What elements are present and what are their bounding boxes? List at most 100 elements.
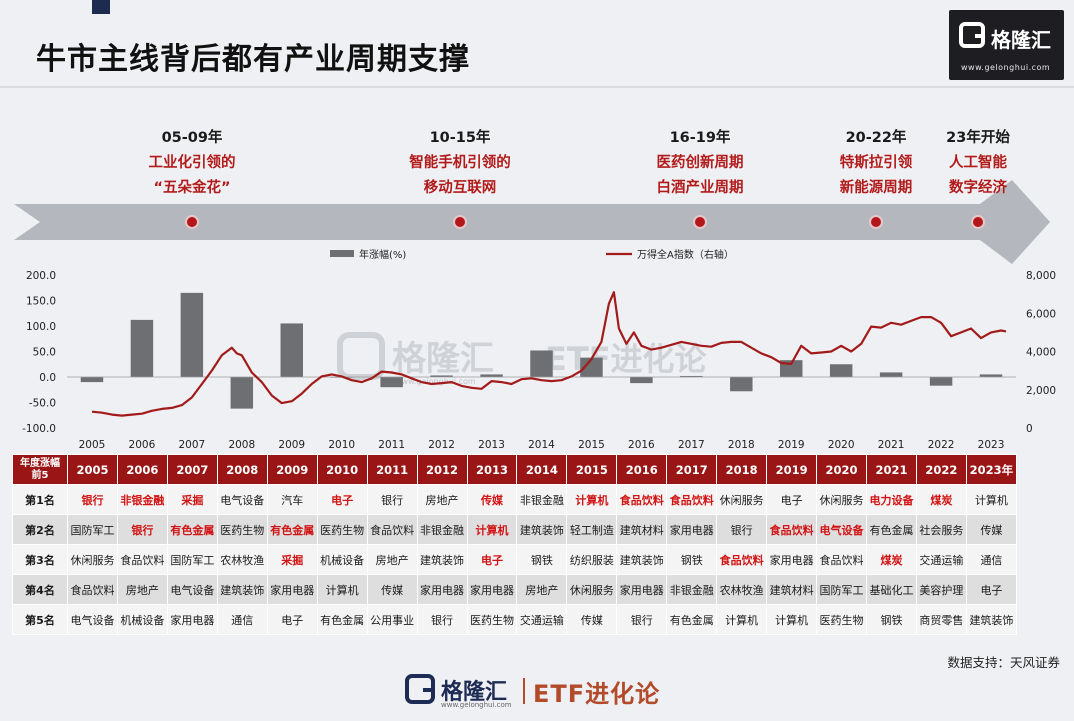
era-line: 工业化引领的: [148, 155, 236, 171]
chart-bar: [530, 350, 553, 377]
industry-cell: 交通运输: [915, 544, 967, 575]
year-header-cell: 2018: [716, 454, 768, 485]
industry-cell: 纺织服装: [566, 544, 618, 575]
x-axis-tick: 2020: [828, 439, 855, 451]
industry-cell-highlight: 电子: [466, 544, 518, 575]
industry-cell: 银行: [716, 514, 768, 545]
industry-cell: 建筑装饰: [416, 544, 468, 575]
industry-cell: 医药生物: [216, 514, 268, 545]
right-axis-tick: 0: [1026, 423, 1033, 435]
industry-cell: 医药生物: [466, 604, 518, 635]
industry-cell: 房地产: [516, 574, 568, 605]
rank-label-cell: 第4名: [12, 574, 68, 605]
corner-line: 年度涨幅: [20, 457, 60, 469]
logo-name: 格隆汇: [991, 28, 1051, 52]
industry-cell: 食品饮料: [67, 574, 118, 605]
watermark-g-icon: [337, 332, 385, 380]
industry-cell: 传媒: [366, 574, 418, 605]
year-header-cell: 2020: [816, 454, 867, 485]
year-header-cell: 2016: [616, 454, 668, 485]
year-header-cell: 2021: [866, 454, 917, 485]
chart-bar: [130, 319, 154, 377]
industry-cell: 有色金属: [666, 604, 718, 635]
era-line: 新能源周期: [839, 180, 913, 196]
right-axis-tick: 8,000: [1026, 270, 1056, 282]
industry-cell: 机械设备: [316, 544, 368, 575]
left-axis-tick: 200.0: [26, 270, 56, 282]
industry-cell: 房地产: [416, 484, 468, 515]
footer-g-icon: [405, 674, 435, 704]
era-2005-2009: 05-09年 工业化引领的 “五朵金花”: [112, 126, 272, 201]
industry-cell: 公用事业: [366, 604, 418, 635]
era-line: 白酒产业周期: [656, 180, 744, 196]
left-axis-tick: 0.0: [39, 372, 56, 384]
industry-cell: 建筑装饰: [616, 544, 668, 575]
left-axis-tick: -50.0: [29, 398, 56, 410]
legend-bar-label: 年涨幅(%): [359, 248, 406, 261]
industry-cell-highlight: 采掘: [166, 484, 218, 515]
timeline-marker: [453, 215, 467, 229]
era-year: 16-19年: [669, 130, 731, 146]
industry-cell: 钢铁: [516, 544, 568, 575]
industry-cell-highlight: 传媒: [466, 484, 518, 515]
industry-cell: 医药生物: [816, 604, 867, 635]
industry-cell: 交通运输: [516, 604, 568, 635]
year-header-cell: 2014: [516, 454, 568, 485]
industry-cell-highlight: 采掘: [266, 544, 318, 575]
era-2023: 23年开始 人工智能 数字经济: [898, 126, 1058, 201]
year-header-cell: 2005: [67, 454, 118, 485]
industry-cell: 银行: [416, 604, 468, 635]
brand-logo: 格隆汇 www.gelonghui.com: [949, 10, 1064, 80]
industry-cell: 家用电器: [166, 604, 218, 635]
industry-cell: 医药生物: [316, 514, 368, 545]
industry-cell: 非银金融: [516, 484, 568, 515]
rank-label-cell: 第3名: [12, 544, 68, 575]
industry-cell: 银行: [366, 484, 418, 515]
footer-logo-name: 格隆汇: [441, 680, 508, 705]
x-axis-tick: 2018: [728, 439, 755, 451]
x-axis-tick: 2022: [928, 439, 955, 451]
industry-cell: 计算机: [716, 604, 768, 635]
industry-cell: 电气设备: [216, 484, 268, 515]
timeline-marker: [869, 215, 883, 229]
x-axis-tick: 2013: [478, 439, 505, 451]
table-row: 第1名 银行 非银金融 采掘 电气设备 汽车 电子 银行 房地产 传媒 非银金融 计算机 食品饮料 食品饮…: [12, 484, 1018, 515]
industry-cell-highlight: 计算机: [566, 484, 618, 515]
industry-cell: 农林牧渔: [216, 544, 268, 575]
industry-cell: 建筑装饰: [516, 514, 568, 545]
era-line: 移动互联网: [423, 180, 497, 196]
year-header-cell: 2019: [766, 454, 818, 485]
industry-cell: 商贸零售: [915, 604, 967, 635]
table-row: 第2名 国防军工 银行 有色金属 医药生物 有色金属 医药生物 食品饮料 非银金融 计算机 建筑装饰…: [12, 514, 1018, 545]
era-line: 智能手机引领的: [409, 155, 511, 171]
logo-url: www.gelonghui.com: [961, 63, 1051, 72]
year-header-cell: 2017: [666, 454, 718, 485]
industry-cell: 汽车: [266, 484, 318, 515]
x-axis-tick: 2012: [428, 439, 455, 451]
left-axis-tick: 100.0: [26, 321, 56, 333]
industry-cell: 家用电器: [266, 574, 318, 605]
industry-cell: 银行: [616, 604, 668, 635]
industry-cell: 电气设备: [166, 574, 218, 605]
right-axis-tick: 6,000: [1026, 308, 1056, 320]
watermark-name: 格隆汇: [392, 339, 494, 379]
chart-bar: [879, 372, 903, 377]
industry-cell-highlight: 食品饮料: [716, 544, 768, 575]
era-line: 数字经济: [949, 180, 1007, 196]
industry-cell-highlight: 银行: [116, 514, 168, 545]
table-row: 第3名 休闲服务 食品饮料 国防军工 农林牧渔 采掘 机械设备 房地产 建筑装饰 电子 钢铁 纺织服装…: [12, 544, 1018, 575]
industry-cell: 计算机: [316, 574, 368, 605]
industry-cell: 计算机: [766, 604, 818, 635]
year-header-cell: 2007: [166, 454, 218, 485]
logo-g-icon: [959, 22, 985, 48]
era-year: 05-09年: [161, 130, 223, 146]
industry-cell: 国防军工: [67, 514, 118, 545]
footer-logo: 格隆汇 www.gelonghui.com ETF进化论: [405, 672, 705, 712]
industry-cell: 机械设备: [116, 604, 168, 635]
industry-cell: 家用电器: [466, 574, 518, 605]
industry-cell: 钢铁: [866, 604, 917, 635]
year-header-cell: 2008: [216, 454, 268, 485]
era-2016-2019: 16-19年 医药创新周期 白酒产业周期: [620, 126, 780, 201]
rank-label-cell: 第1名: [12, 484, 68, 515]
industry-cell: 传媒: [566, 604, 618, 635]
